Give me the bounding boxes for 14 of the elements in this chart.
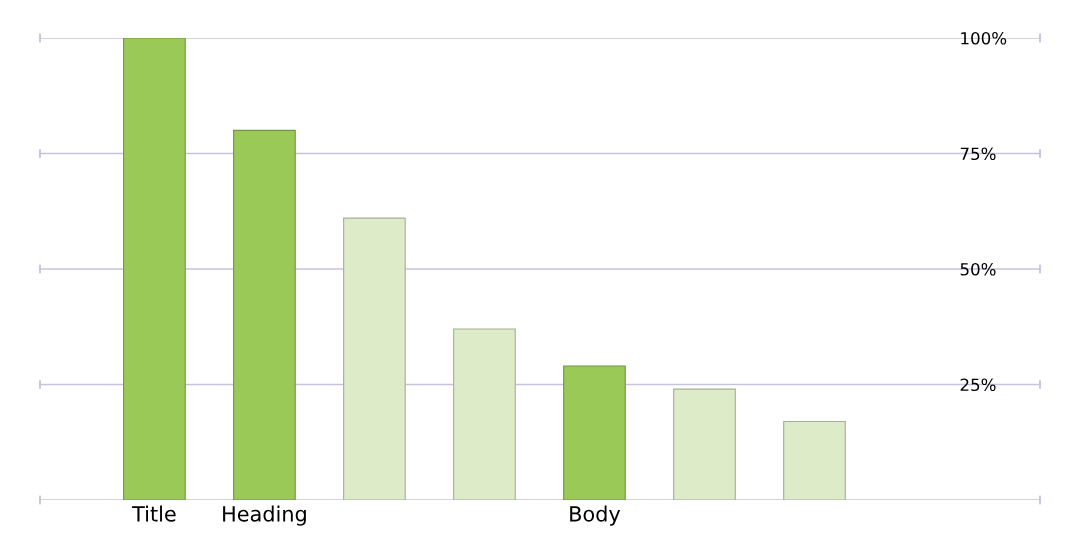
bar bbox=[343, 217, 406, 500]
bar bbox=[233, 129, 296, 500]
bar bbox=[783, 420, 846, 500]
bar bbox=[673, 388, 736, 500]
y-tick-label: 75% bbox=[960, 147, 996, 161]
x-tick-label: Body bbox=[570, 505, 621, 526]
x-tick-label: Title bbox=[132, 505, 176, 522]
bar bbox=[123, 38, 186, 500]
bar bbox=[563, 365, 626, 500]
y-tick-label: 100% bbox=[961, 31, 1007, 45]
y-tick-label: 50% bbox=[960, 262, 996, 276]
bar bbox=[453, 328, 516, 500]
x-tick-label: Heading bbox=[223, 505, 306, 526]
y-tick-label: 25% bbox=[960, 378, 996, 392]
